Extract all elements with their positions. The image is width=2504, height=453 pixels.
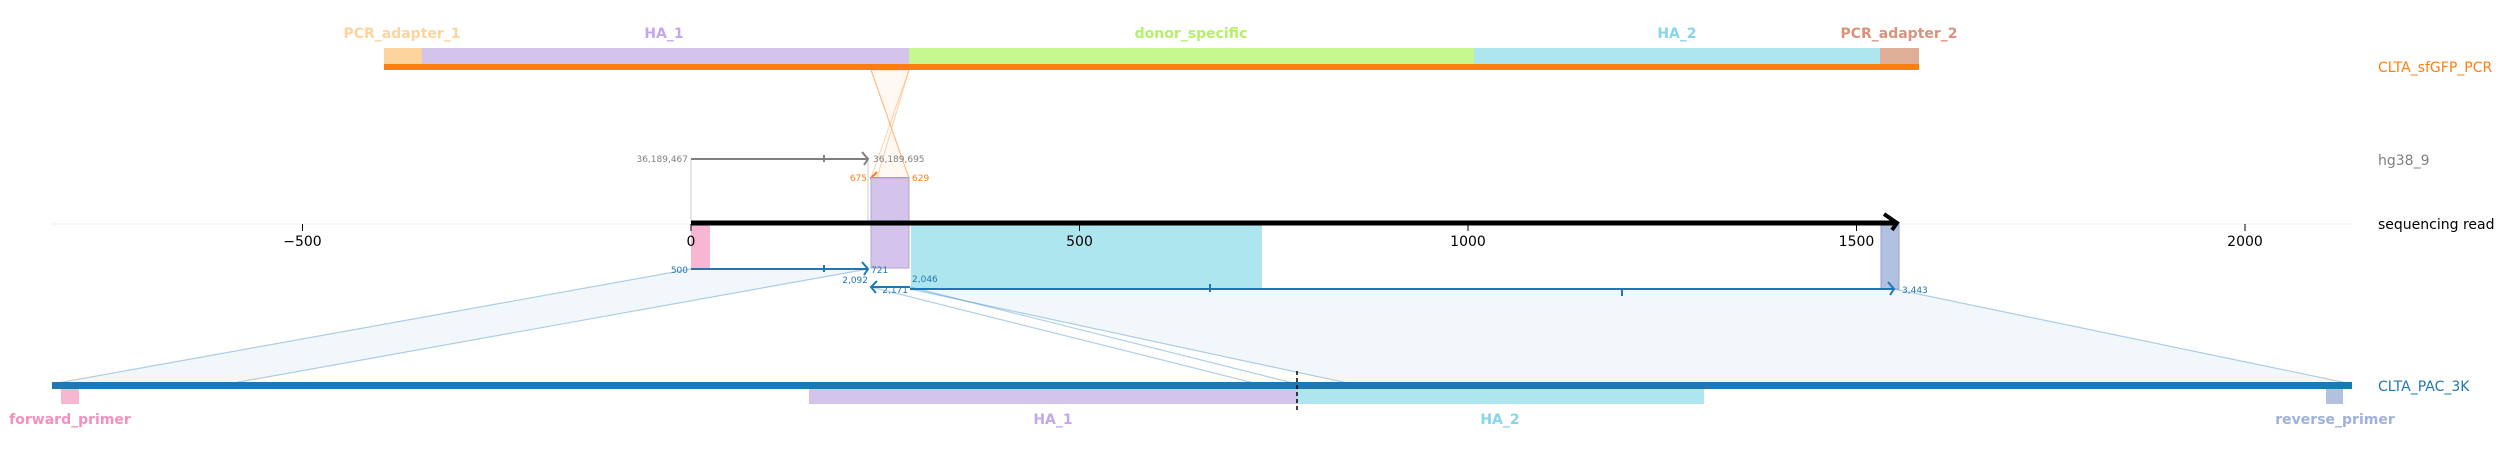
genome-alignment-end-label: 36,189,695 <box>873 155 925 165</box>
plasmid-alignment-1-end-label: 721 <box>871 266 888 276</box>
track-label-donor: CLTA_sfGFP_PCR <box>2378 60 2492 76</box>
donor-feature-ha-1 <box>422 48 909 65</box>
read-feature-forward-primer <box>691 223 710 268</box>
plasmid-alignment-2-mid-label-2: 2,046 <box>912 275 938 285</box>
sequencing-read-line <box>691 212 1900 232</box>
donor-read-connection <box>870 69 910 179</box>
donor-feature-label-pcr-adapter-1: PCR_adapter_1 <box>343 26 460 42</box>
genome-alignment: 36,189,467 36,189,695 <box>636 151 925 222</box>
plasmid-feature-forward-primer <box>61 389 79 404</box>
donor-feature-label-ha-2: HA_2 <box>1657 26 1696 42</box>
axis-tick-label: 500 <box>1066 234 1093 250</box>
donor-feature-label-ha-1: HA_1 <box>644 26 683 42</box>
plasmid-feature-ha-1 <box>809 389 1297 404</box>
donor-feature-ha-2 <box>1474 48 1880 65</box>
track-label-plasmid: CLTA_PAC_3K <box>2378 379 2470 395</box>
donor-track: PCR_adapter_1 HA_1 donor_specific HA_2 P… <box>343 26 1958 70</box>
plasmid-alignment-2: 2,092 2,171 2,046 3,443 <box>842 275 1928 296</box>
axis-tick-label: 0 <box>687 234 696 250</box>
track-label-read: sequencing read <box>2378 217 2494 233</box>
plasmid-feature-label-forward-primer: forward_primer <box>9 412 131 428</box>
plasmid-backbone-line <box>52 382 2352 389</box>
donor-feature-pcr-adapter-1 <box>384 48 422 65</box>
plasmid-feature-label-ha-1: HA_1 <box>1033 412 1072 428</box>
donor-feature-label-pcr-adapter-2: PCR_adapter_2 <box>1840 26 1957 42</box>
plasmid-track: forward_primer HA_1 HA_2 reverse_primer <box>9 371 2395 428</box>
plasmid-feature-ha-2 <box>1297 389 1704 404</box>
donor-feature-pcr-adapter-2 <box>1880 48 1919 65</box>
plasmid-alignment-2-mid-label: 2,171 <box>882 286 908 296</box>
axis-tick-label: 1000 <box>1450 234 1486 250</box>
axis-tick-label: 1500 <box>1839 234 1875 250</box>
track-labels: CLTA_sfGFP_PCR hg38_9 sequencing read CL… <box>2378 60 2494 395</box>
plasmid-alignment-2-start-label: 2,092 <box>842 276 868 286</box>
plasmid-feature-label-ha-2: HA_2 <box>1480 412 1519 428</box>
donor-backbone-line <box>384 64 1919 70</box>
genome-alignment-start-label: 36,189,467 <box>636 155 688 165</box>
track-label-genome: hg38_9 <box>2378 153 2429 169</box>
donor-feature-donor-specific <box>909 48 1474 65</box>
read-feature-reverse-primer <box>1880 222 1900 290</box>
plasmid-alignment-1-start-label: 500 <box>671 266 688 276</box>
read-features <box>691 177 1900 290</box>
plasmid-alignment-1: 500 721 <box>671 261 888 276</box>
axis-tick-label: −500 <box>283 234 321 250</box>
donor-alignment-end-label: 629 <box>912 174 929 184</box>
donor-alignment-start-label: 675 <box>850 174 867 184</box>
donor-feature-label-donor-specific: donor_specific <box>1135 26 1248 42</box>
plasmid-alignment-2-end-label: 3,443 <box>1902 286 1928 296</box>
axis-tick-label: 2000 <box>2227 234 2263 250</box>
plasmid-feature-label-reverse-primer: reverse_primer <box>2275 412 2395 428</box>
plasmid-feature-reverse-primer <box>2326 389 2343 404</box>
read-feature-ha-2 <box>911 223 1262 289</box>
